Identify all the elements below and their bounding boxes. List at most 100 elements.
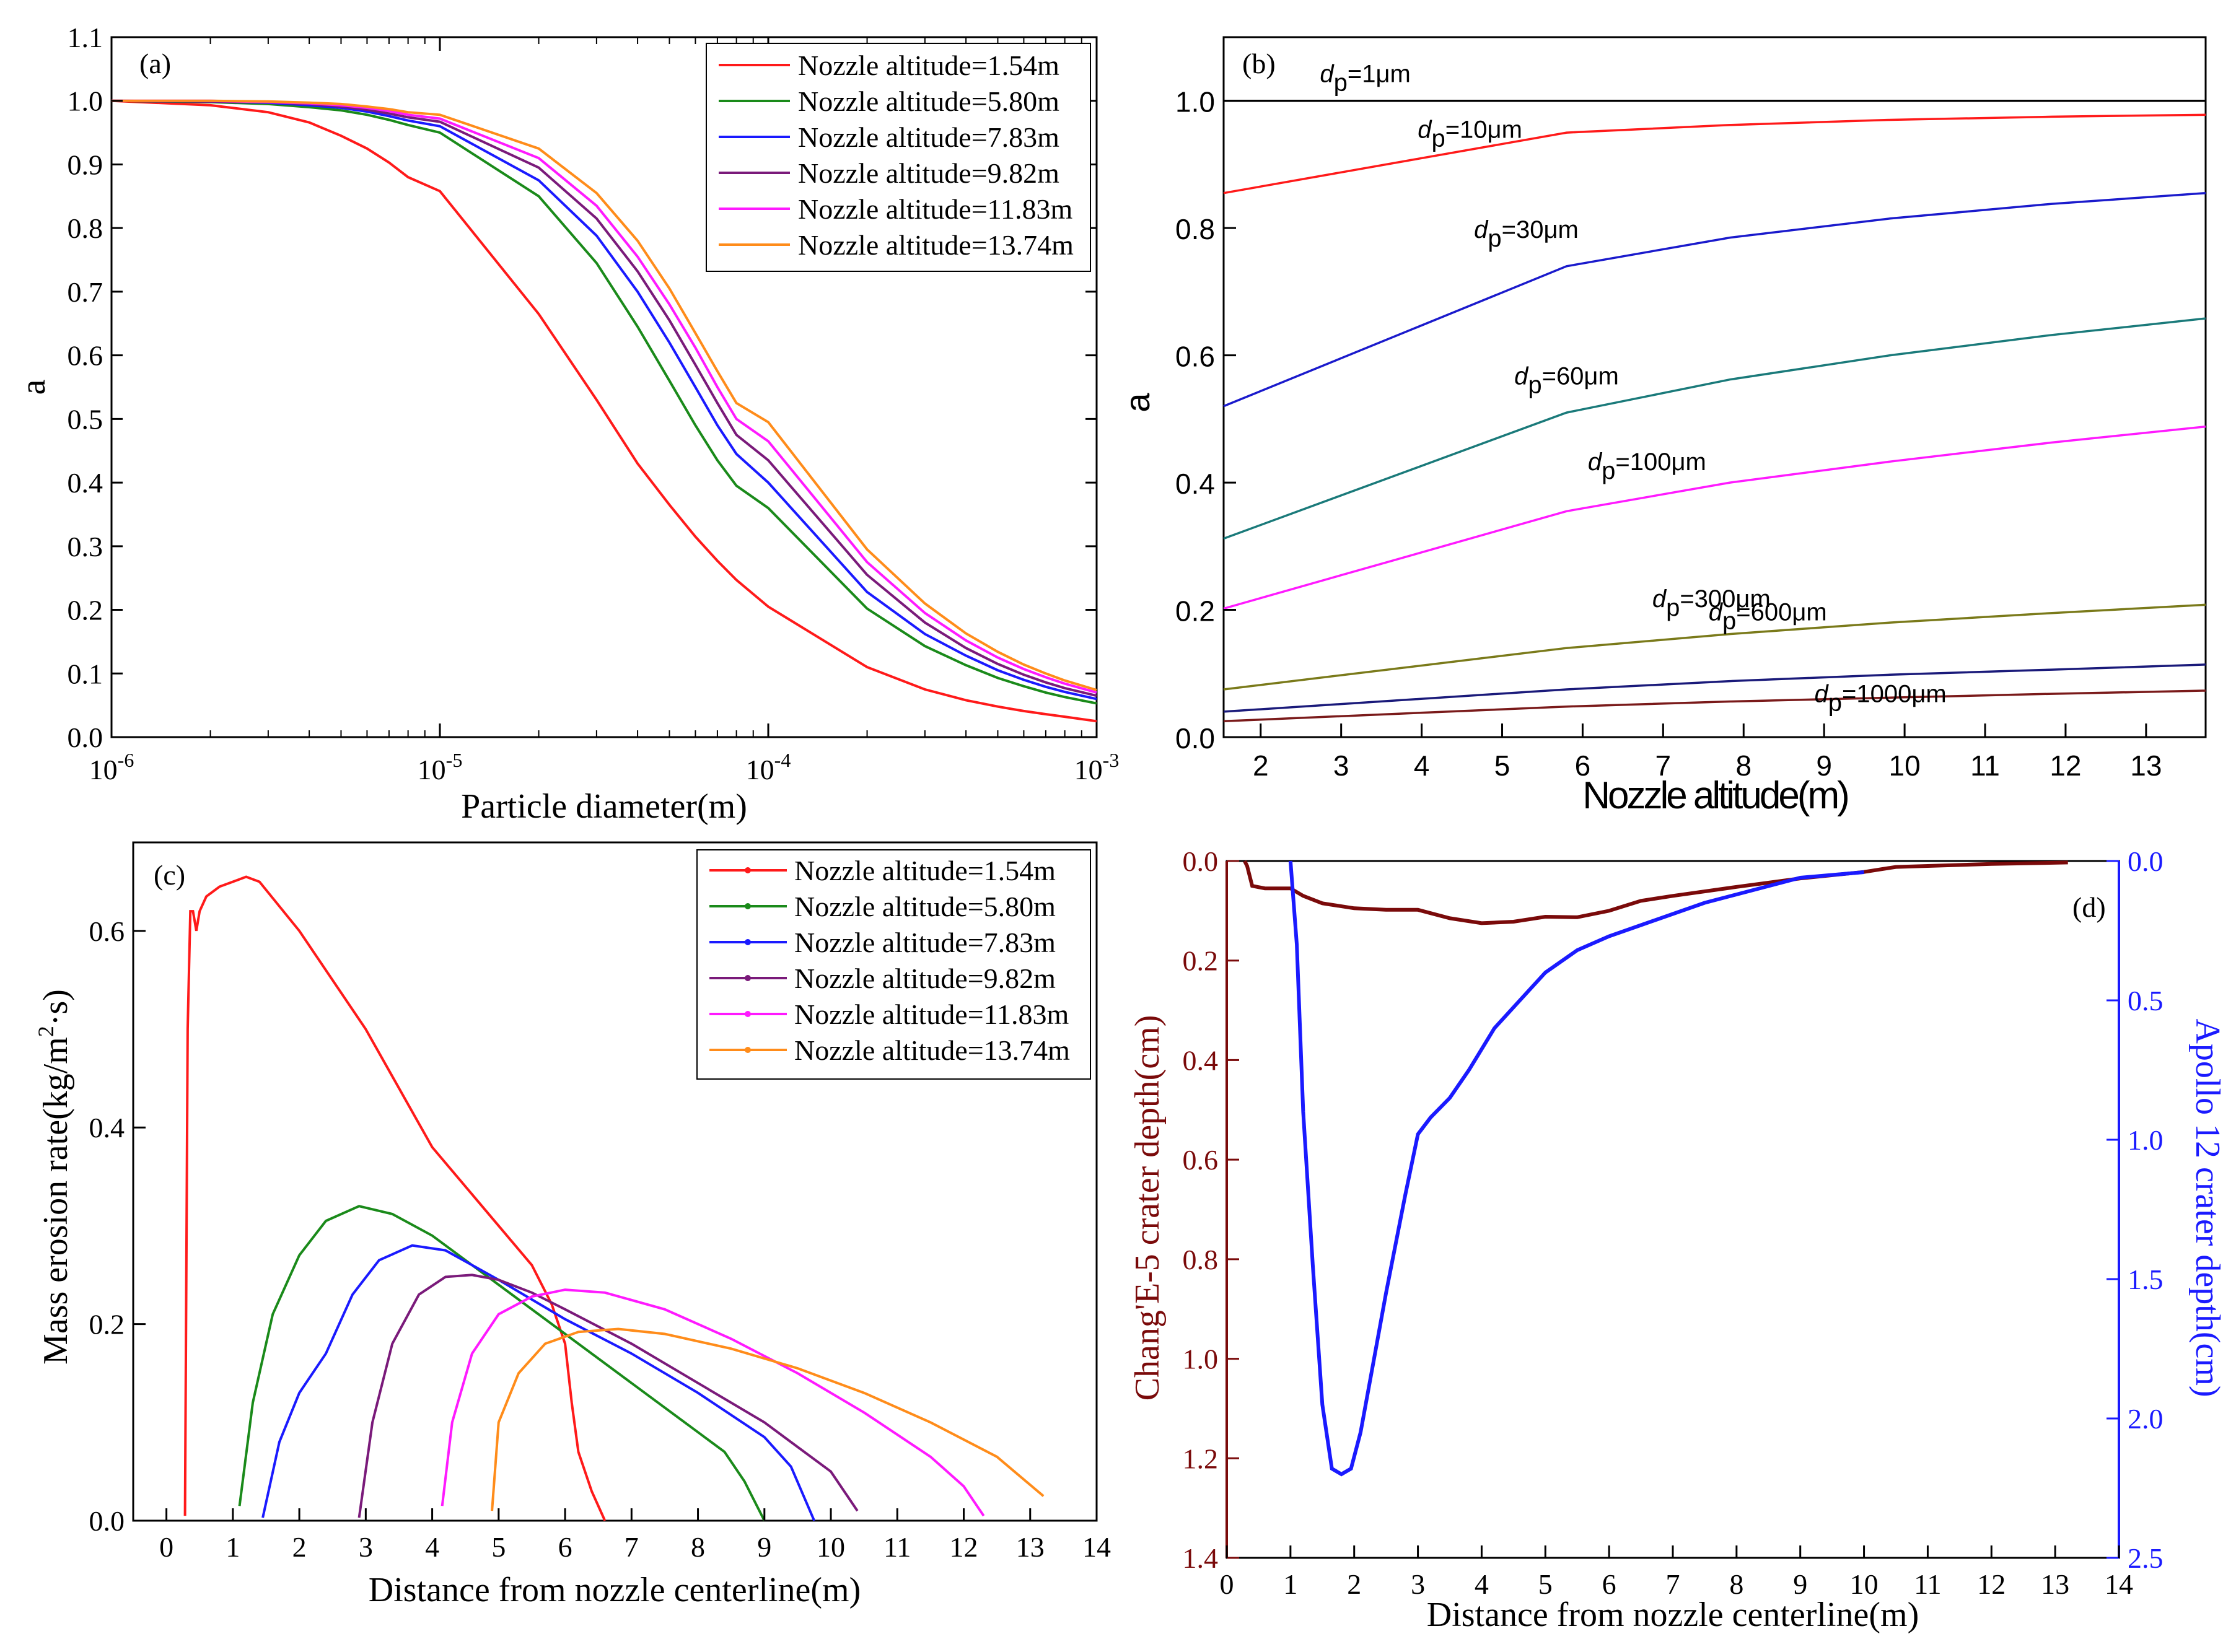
panel-b-xtick-label: 12 <box>2050 750 2081 782</box>
panel-c-ylabel-pre: Mass erosion rate(kg/m <box>37 1037 75 1365</box>
panel-c-legend-box <box>696 849 1091 1080</box>
panel-a-xtick-base: 10 <box>1074 754 1103 785</box>
panel-b-annotation-d: d <box>1320 61 1335 88</box>
panel-d-xtick-label: 12 <box>1977 1568 2006 1600</box>
panel-d-chart: 0.0 0.2 0.4 0.6 0.8 1.0 1.2 1.4 0.0 0.5 1.0 1.5 2.0 2… <box>1128 846 2227 1634</box>
panel-b-annotations: dp=1μmdp=10μmdp=30μmdp=60μmdp=100μmdp=30… <box>1320 61 1946 717</box>
panel-d-ytick-right-label: 2.5 <box>2128 1542 2164 1574</box>
panel-c-legend-entry-3: Nozzle altitude=9.82m <box>794 963 1056 994</box>
panel-b-annotation-1: dp=10μm <box>1418 116 1522 152</box>
panel-b-ytick-label: 0.2 <box>1175 595 1215 627</box>
panel-c-xtick-label: 9 <box>757 1531 771 1563</box>
panel-a-ticks: 0.00.10.20.30.40.50.60.70.80.91.01.110-6… <box>68 22 1120 785</box>
panel-a-xtick-exp: -3 <box>1103 749 1120 771</box>
panel-b-xtick-label: 5 <box>1494 750 1510 782</box>
panel-b-ytick-label: 1.0 <box>1175 86 1215 118</box>
panel-a-legend-entry-2: Nozzle altitude=7.83m <box>798 121 1059 153</box>
panel-d-series-group <box>1243 860 2068 1477</box>
panel-b-annotation-sub: p <box>1334 69 1348 97</box>
panel-a-xtick-label: 10-4 <box>746 749 791 785</box>
panel-c-series-line-1 <box>238 1205 766 1521</box>
panel-a-xtick-exp: -6 <box>118 749 134 771</box>
panel-c-xtick-label: 7 <box>625 1531 639 1563</box>
panel-b-ytick-label: 0.8 <box>1175 213 1215 245</box>
panel-b-xtick-label: 8 <box>1735 750 1752 782</box>
panel-c-xtick-label: 12 <box>950 1531 978 1563</box>
panel-c-legend: Nozzle altitude=1.54m Nozzle altitude=5.8… <box>696 849 1091 1080</box>
panel-d-xtick-label: 2 <box>1347 1568 1361 1600</box>
panel-d-xtick-label: 13 <box>2041 1568 2069 1600</box>
panel-b-annotation-sub: p <box>1602 457 1615 484</box>
panel-b-ytick-label: 0.0 <box>1175 722 1215 754</box>
panel-b-annotation-6: dp=600μm <box>1709 598 1827 634</box>
panel-b-series-line-3 <box>1223 317 2206 540</box>
panel-b-xtick-label: 7 <box>1655 750 1672 782</box>
panel-b-annotation-5: dp=300μm <box>1652 585 1771 621</box>
panel-b-series-line-4 <box>1223 425 2206 610</box>
panel-b-xtick-label: 13 <box>2130 750 2162 782</box>
panel-c-series-line-4 <box>441 1288 985 1517</box>
panel-c-chart: 0.00.20.40.60 1 2 3 4 5 6 7 8 9 10 11 12 13 14 (c) Dis… <box>33 841 1111 1609</box>
panel-c-legend-marker-3 <box>745 975 751 981</box>
panel-d-ylabel-left: Chang'E-5 crater depth(cm) <box>1128 1015 1167 1401</box>
panel-c-label: (c) <box>154 859 185 891</box>
panel-b-xlabel: Nozzle altitude(m) <box>1582 774 1848 817</box>
panel-b-plot-frame <box>1222 36 2207 738</box>
panel-d-ytick-left-label: 0.2 <box>1183 945 1219 977</box>
panel-b-annotation-value: =10μm <box>1445 116 1522 144</box>
panel-a-ytick-label: 0.5 <box>68 403 103 435</box>
panel-a-xtick-label: 10-6 <box>89 749 134 785</box>
panel-d-xtick-label: 1 <box>1283 1568 1297 1600</box>
panel-a-chart: 0.00.10.20.30.40.50.60.70.80.91.01.110-6… <box>14 22 1119 826</box>
panel-c-series-line-5 <box>491 1327 1045 1511</box>
panel-b-annotation-d: d <box>1474 216 1489 243</box>
panel-b-xtick-label: 11 <box>1970 750 2000 782</box>
panel-b-annotation-d: d <box>1815 681 1830 708</box>
panel-d-ytick-right-label: 0.5 <box>2128 985 2164 1016</box>
panel-c-xtick-label: 2 <box>292 1531 307 1563</box>
panel-c-ytick-label: 0.0 <box>89 1505 125 1537</box>
panel-a-series-line-0 <box>111 99 1097 723</box>
panel-d-ytick-right-label: 1.0 <box>2128 1124 2164 1156</box>
panel-b-annotation-d: d <box>1652 585 1667 613</box>
panel-c-xtick-label: 8 <box>691 1531 705 1563</box>
panel-b-series-line-1 <box>1223 113 2206 194</box>
panel-d-ytick-left-label: 0.0 <box>1183 846 1219 877</box>
panel-d-plot-frame <box>1225 860 2120 1559</box>
panel-d-xtick-label: 3 <box>1411 1568 1425 1600</box>
panel-b-annotation-sub: p <box>1528 371 1541 398</box>
panel-b-annotation-value: =60μm <box>1542 362 1619 390</box>
panel-a-legend-entry-1: Nozzle altitude=5.80m <box>798 85 1059 117</box>
panel-d-xtick-label: 4 <box>1475 1568 1489 1600</box>
panel-c-xtick-label: 4 <box>425 1531 439 1563</box>
panel-d-xtick-label: 5 <box>1538 1568 1553 1600</box>
panel-d-ytick-right-label: 0.0 <box>2128 846 2164 877</box>
panel-c-plot-frame <box>132 841 1098 1522</box>
panel-c-series-line-3 <box>357 1274 859 1518</box>
panel-b-ticks: 0.0 0.2 0.4 0.6 0.8 1.0 2 3 4 5 6 7 8 9 10 11 12 13 <box>1175 86 2162 782</box>
panel-c-ylabel-sup: 2 <box>33 1026 58 1037</box>
panel-b-annotation-d: d <box>1709 598 1724 626</box>
panel-d-series-line-1 <box>1288 860 1864 1477</box>
panel-d-ytick-right-label: 2.0 <box>2128 1403 2164 1435</box>
panel-a-ytick-label: 0.3 <box>68 531 103 562</box>
panel-b-annotation-0: dp=1μm <box>1320 61 1410 97</box>
panel-c-legend-marker-1 <box>745 903 751 909</box>
panel-c-legend-entry-0: Nozzle altitude=1.54m <box>794 855 1056 886</box>
panel-a-legend-entry-4: Nozzle altitude=11.83m <box>798 193 1072 225</box>
panel-a-ytick-label: 0.0 <box>68 722 103 753</box>
panel-c-legend-marker-0 <box>745 867 751 873</box>
panel-b-series-line-5 <box>1223 603 2206 691</box>
panel-c-xtick-label: 0 <box>159 1531 173 1563</box>
panel-c-legend-marker-2 <box>745 939 751 945</box>
panel-c-xtick-label: 11 <box>883 1531 911 1563</box>
panel-b-annotation-d: d <box>1588 448 1603 476</box>
panel-a-xtick-label: 10-5 <box>418 749 463 785</box>
panel-c-xtick-label: 1 <box>226 1531 240 1563</box>
panel-c-xtick-label: 10 <box>817 1531 845 1563</box>
panel-a-legend-entry-3: Nozzle altitude=9.82m <box>798 157 1059 189</box>
panel-a-legend-entry-5: Nozzle altitude=13.74m <box>798 229 1074 261</box>
panel-d-xtick-label: 14 <box>2105 1568 2133 1600</box>
panel-d-ytick-left-label: 0.6 <box>1183 1144 1219 1176</box>
